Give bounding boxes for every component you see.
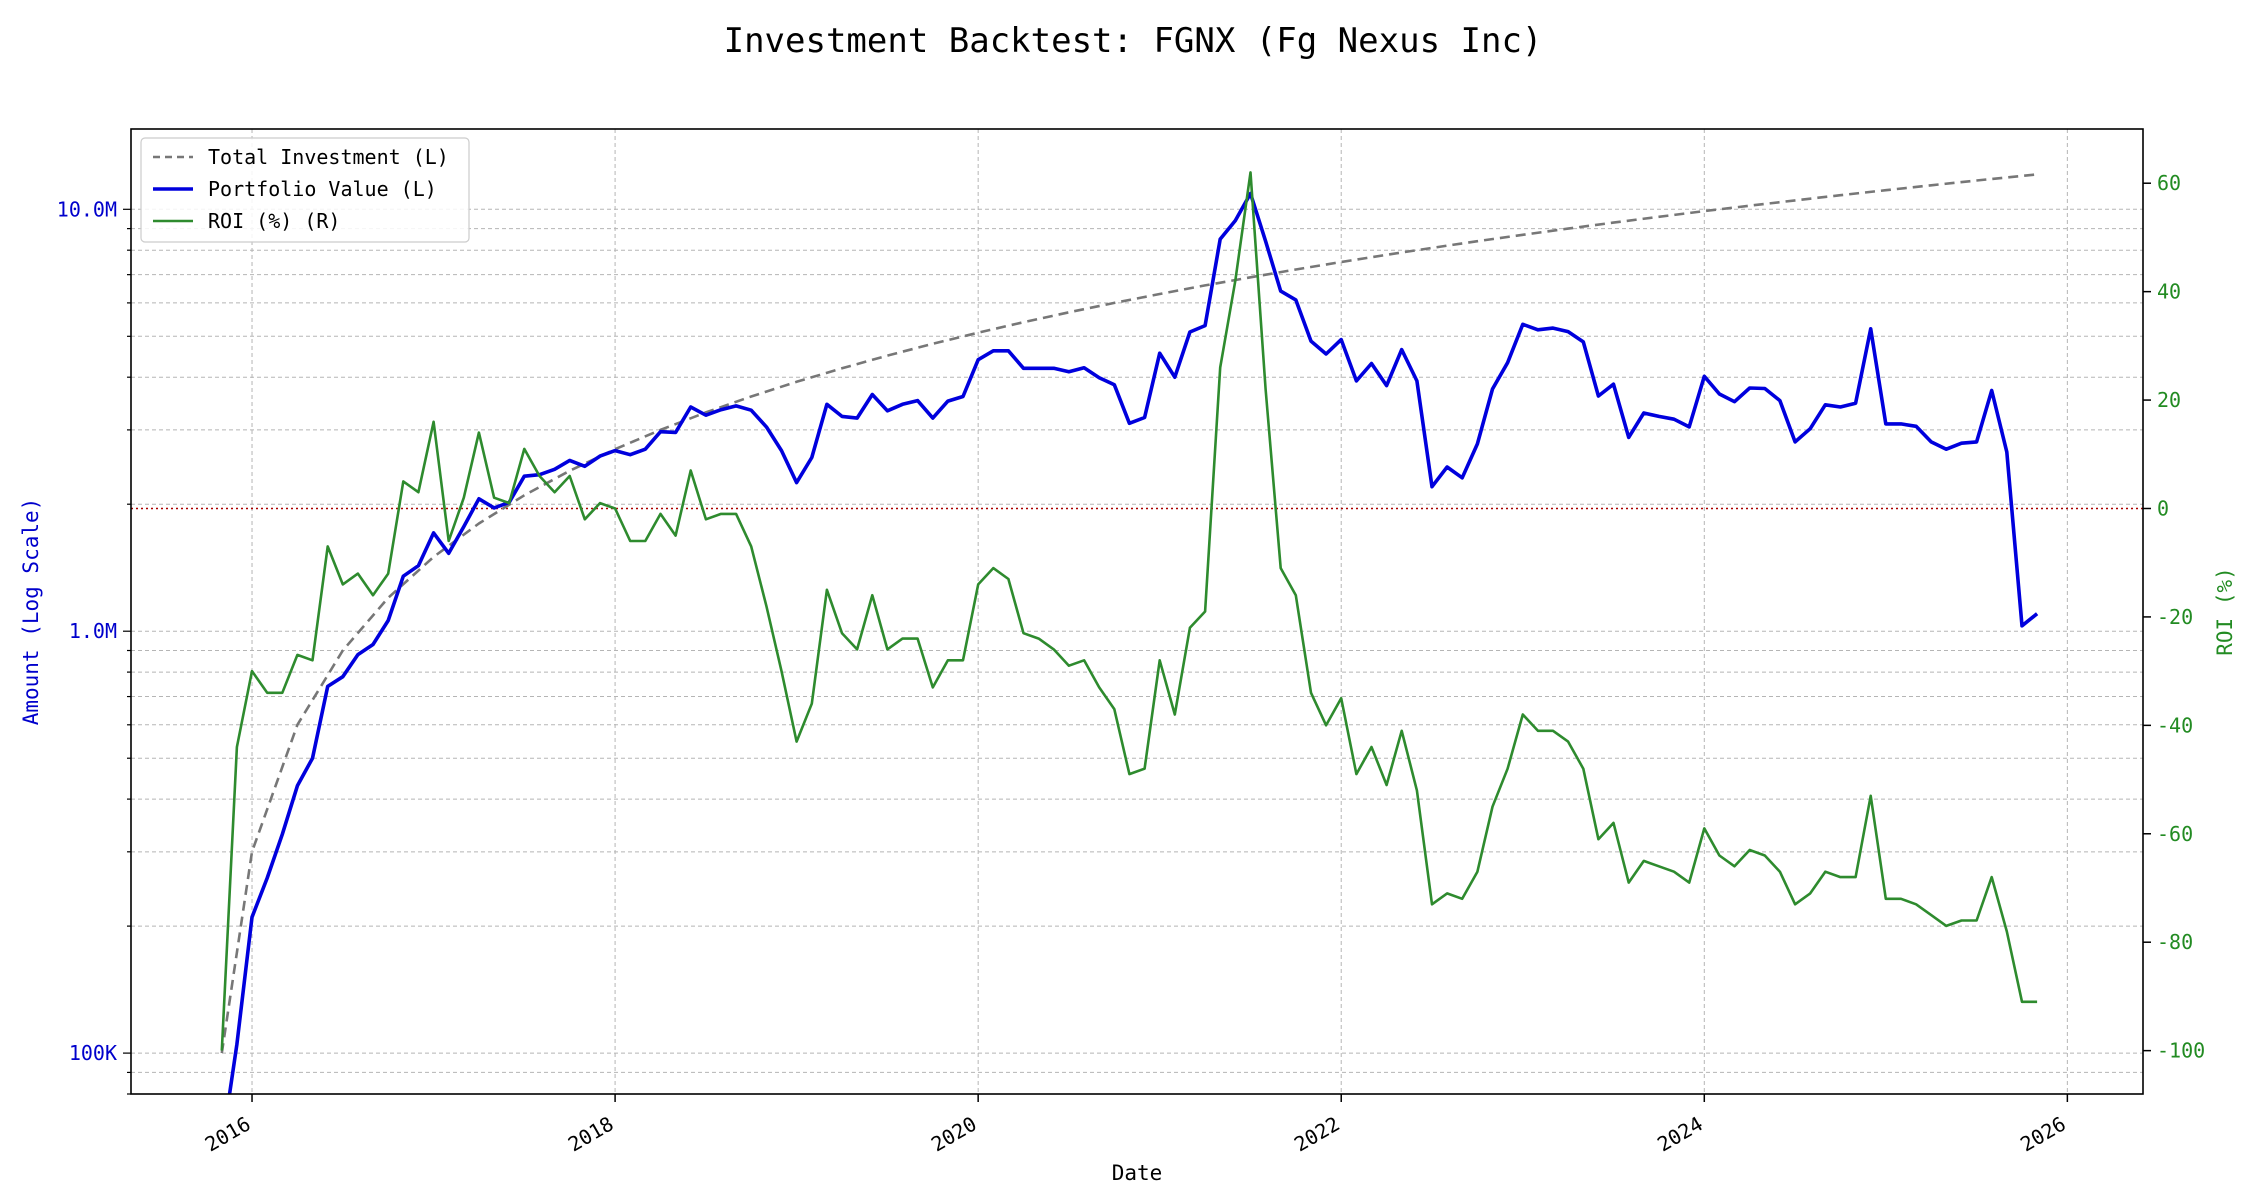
grid-lines (131, 129, 2143, 1095)
y-right-tick-label: -80 (2157, 930, 2193, 954)
legend: Total Investment (L) Portfolio Value (L)… (140, 137, 470, 243)
plot-frame (130, 128, 2144, 1095)
series-lines (220, 171, 2039, 1094)
roi-line (220, 171, 2038, 1051)
x-tick-label: 2016 (201, 1112, 255, 1157)
y-left-tick-label: 100K (69, 1041, 117, 1065)
y-right-tick-label: 0 (2157, 496, 2169, 520)
x-tick-label: 2024 (1653, 1112, 1707, 1157)
x-tick-label: 2018 (564, 1112, 618, 1157)
x-tick-label: 2026 (2016, 1112, 2070, 1157)
y-right-tick-label: -40 (2157, 713, 2193, 737)
legend-box (140, 137, 470, 243)
y-right-axis-label: ROI (%) (2213, 567, 2237, 656)
legend-label-roi: ROI (%) (R) (208, 209, 340, 233)
y-left-tick-label: 10.0M (57, 197, 117, 221)
legend-label-total-investment: Total Investment (L) (208, 145, 449, 169)
y-right-tick-label: 60 (2157, 171, 2181, 195)
portfolio-value-line (227, 191, 2039, 1094)
x-tick-label: 2022 (1290, 1112, 1344, 1157)
y-right-tick-label: 20 (2157, 388, 2181, 412)
chart-title: Investment Backtest: FGNX (Fg Nexus Inc) (724, 21, 1543, 61)
y-right-tick-label: -60 (2157, 822, 2193, 846)
x-axis-label: Date (1112, 1161, 1163, 1185)
total-investment-line (220, 173, 2038, 1054)
y-right-tick-label: -20 (2157, 605, 2193, 629)
y-right-tick-label: -100 (2157, 1039, 2205, 1063)
y-left-tick-label: 1.0M (69, 619, 117, 643)
y-left-axis-label: Amount (Log Scale) (19, 498, 43, 726)
legend-label-portfolio-value: Portfolio Value (L) (208, 177, 437, 201)
x-tick-label: 2020 (927, 1112, 981, 1157)
axes: 2016 2018 2020 2022 2024 2026 100K 1.0M 10.0M -10… (57, 171, 2205, 1156)
y-right-tick-label: 40 (2157, 280, 2181, 304)
